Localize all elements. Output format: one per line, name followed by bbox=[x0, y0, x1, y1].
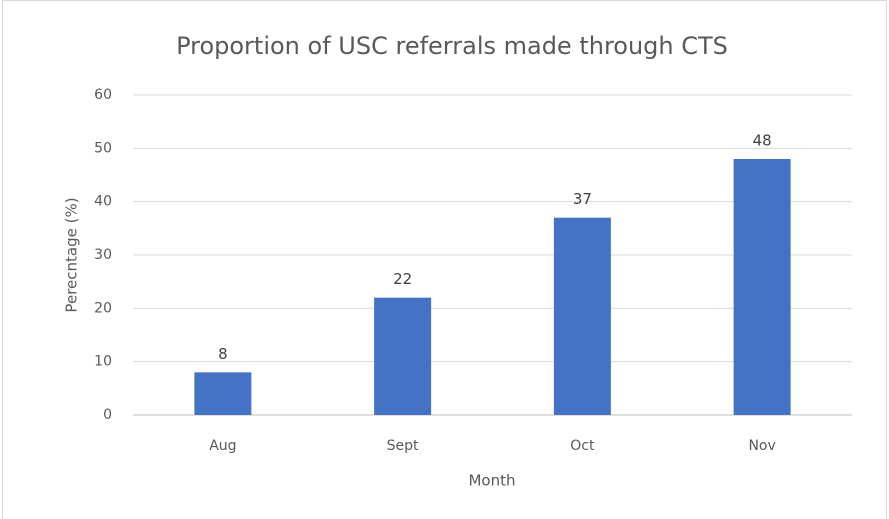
y-tick-label: 60 bbox=[94, 87, 112, 103]
x-tick-label: Oct bbox=[570, 438, 595, 454]
data-label: 8 bbox=[218, 345, 228, 363]
x-tick-label: Nov bbox=[748, 438, 775, 454]
y-tick-label: 50 bbox=[94, 140, 112, 156]
data-label: 37 bbox=[573, 190, 592, 208]
y-tick-label: 10 bbox=[94, 354, 112, 370]
data-label: 22 bbox=[393, 270, 412, 288]
y-axis-label: Perecntage (%) bbox=[63, 197, 81, 312]
y-tick-label: 20 bbox=[94, 300, 112, 316]
chart-title: Proportion of USC referrals made through… bbox=[176, 32, 728, 60]
y-tick-label: 30 bbox=[94, 247, 112, 263]
y-tick-label: 0 bbox=[103, 407, 112, 423]
x-tick-label: Aug bbox=[209, 438, 236, 454]
x-axis-label: Month bbox=[468, 472, 515, 490]
bar bbox=[194, 372, 252, 415]
data-label: 48 bbox=[753, 132, 772, 150]
bar bbox=[553, 217, 611, 415]
bar bbox=[733, 159, 791, 415]
y-tick-label: 40 bbox=[94, 194, 112, 210]
x-tick-label: Sept bbox=[387, 438, 419, 454]
bar bbox=[374, 297, 432, 415]
